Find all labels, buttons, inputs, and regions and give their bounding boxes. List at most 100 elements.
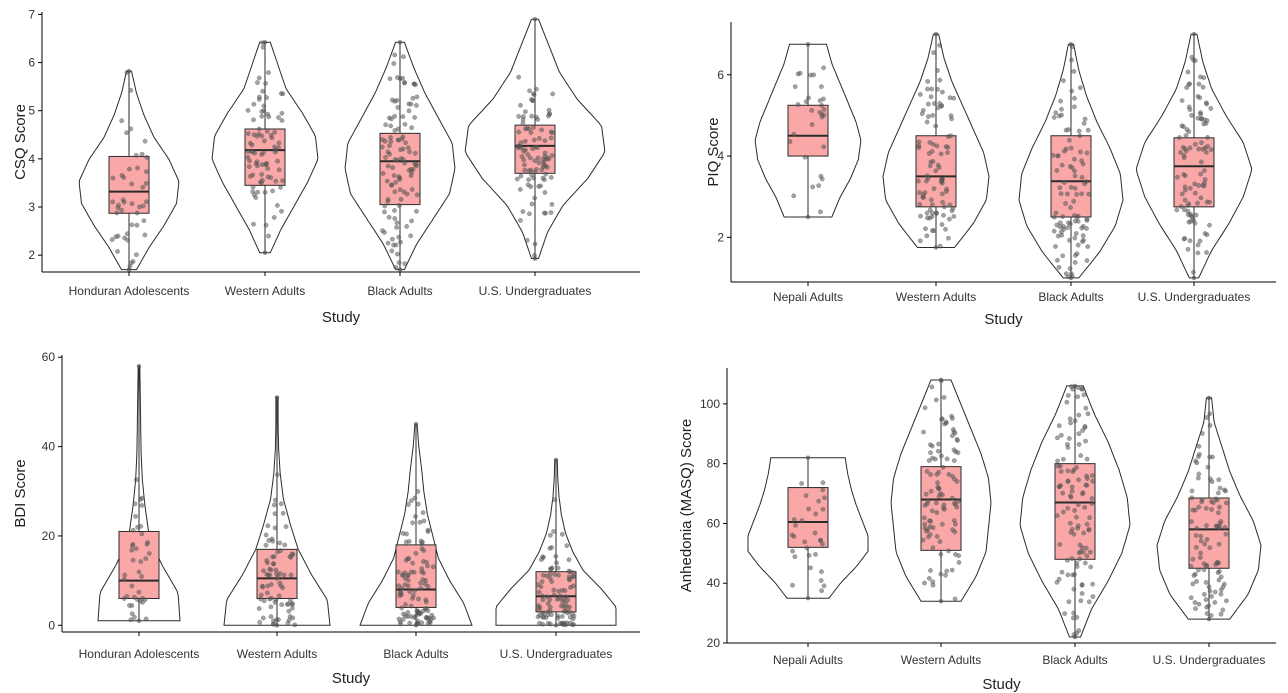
data-point	[1080, 545, 1085, 551]
data-point	[1178, 204, 1184, 209]
data-point	[274, 202, 280, 208]
data-point	[270, 538, 276, 544]
data-point	[389, 116, 394, 122]
data-point	[134, 210, 140, 216]
data-point	[124, 594, 130, 599]
data-point	[922, 521, 928, 527]
data-point	[956, 560, 962, 565]
data-point	[1217, 504, 1222, 510]
data-point	[263, 161, 269, 167]
data-point	[1197, 451, 1202, 457]
data-point	[539, 557, 544, 562]
data-point	[1056, 423, 1062, 429]
data-point	[279, 208, 284, 214]
x-tick-label: Black Adults	[367, 284, 432, 298]
data-point-min	[532, 256, 538, 261]
data-point	[113, 234, 119, 240]
data-point	[927, 207, 933, 213]
data-point	[1195, 115, 1201, 121]
data-point	[400, 114, 406, 120]
data-point	[936, 165, 942, 170]
data-point	[920, 537, 926, 543]
data-point	[821, 107, 827, 112]
data-point	[251, 192, 257, 198]
data-point	[1074, 191, 1080, 197]
data-point	[1071, 586, 1077, 592]
data-point	[1067, 221, 1073, 227]
data-point	[1187, 185, 1193, 191]
data-point	[1196, 443, 1202, 449]
data-point	[137, 204, 142, 210]
data-point	[790, 582, 795, 588]
data-point	[271, 561, 277, 567]
data-point	[816, 183, 822, 189]
data-point-max	[532, 17, 538, 22]
data-point	[1204, 101, 1210, 107]
data-point	[133, 477, 139, 483]
data-point	[1189, 488, 1195, 494]
data-point	[280, 510, 286, 516]
data-point	[1082, 560, 1088, 566]
data-point	[1194, 579, 1199, 584]
data-point	[139, 151, 145, 157]
data-point	[1069, 484, 1075, 490]
data-point	[819, 588, 824, 594]
data-point	[266, 70, 271, 76]
data-point	[415, 489, 421, 494]
data-point	[922, 405, 928, 411]
data-point	[292, 622, 298, 628]
violin-group-2: Western Adults	[882, 31, 990, 304]
data-point	[1180, 144, 1186, 150]
data-point	[935, 448, 941, 454]
x-tick-label: Honduran Adolescents	[79, 647, 200, 661]
data-point	[254, 163, 260, 169]
data-point	[1069, 88, 1075, 94]
data-point	[1051, 214, 1057, 220]
data-point	[792, 84, 798, 90]
y-tick-label: 5	[28, 104, 35, 118]
data-point	[396, 260, 402, 265]
data-point	[536, 606, 542, 612]
data-point	[1198, 533, 1204, 539]
data-point	[119, 118, 125, 124]
data-point	[1072, 259, 1078, 265]
data-point	[414, 94, 420, 100]
data-point	[129, 201, 135, 207]
data-point	[546, 107, 552, 113]
data-point	[256, 94, 262, 100]
data-point	[1207, 222, 1212, 228]
violin-group-4: U.S. Undergraduates	[495, 457, 617, 661]
data-point	[924, 119, 930, 125]
data-point	[810, 184, 816, 190]
data-point	[272, 497, 278, 503]
data-point	[1189, 519, 1194, 524]
data-point	[1210, 454, 1215, 460]
data-point	[544, 156, 549, 162]
data-point	[389, 182, 394, 188]
data-point	[126, 166, 132, 172]
data-point	[402, 80, 407, 86]
data-point	[133, 514, 139, 519]
data-point	[1065, 441, 1070, 447]
data-point	[410, 560, 416, 566]
data-point	[1193, 533, 1199, 538]
data-point	[954, 436, 960, 442]
data-point	[536, 589, 542, 595]
data-point	[1060, 214, 1066, 220]
data-point-min	[126, 267, 132, 272]
data-point	[1212, 600, 1218, 605]
data-point	[928, 472, 934, 477]
data-point	[916, 178, 921, 184]
data-point	[1218, 591, 1224, 597]
x-tick-label: Black Adults	[1038, 290, 1103, 304]
y-tick-label: 2	[717, 230, 724, 244]
data-point	[419, 541, 425, 547]
data-point	[1071, 69, 1077, 74]
data-point	[121, 175, 127, 180]
data-point	[946, 548, 951, 554]
data-point	[1079, 582, 1085, 588]
data-point	[259, 171, 265, 177]
data-point	[1208, 106, 1214, 111]
data-point	[803, 99, 809, 105]
data-point	[1186, 82, 1192, 87]
